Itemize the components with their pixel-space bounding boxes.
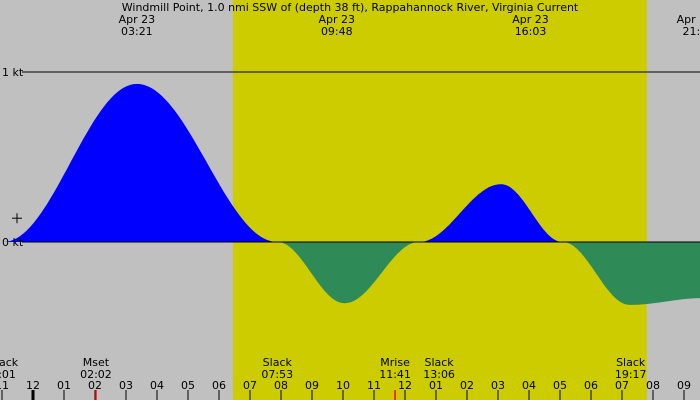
hour-label: 08 bbox=[646, 379, 660, 392]
hour-label: 12 bbox=[26, 379, 40, 392]
extreme-date: Apr 23 bbox=[319, 13, 356, 26]
extreme-time: 03:21 bbox=[121, 25, 153, 38]
extreme-time: 09:48 bbox=[321, 25, 353, 38]
current-areas bbox=[3, 83, 700, 305]
hour-label: 02 bbox=[460, 379, 474, 392]
hour-label: 04 bbox=[522, 379, 536, 392]
event-time: 11:41 bbox=[379, 368, 411, 381]
event-time: 07:53 bbox=[261, 368, 293, 381]
chart-labels: Windmill Point, 1.0 nmi SSW of (depth 38… bbox=[0, 1, 700, 392]
hour-label: 07 bbox=[615, 379, 629, 392]
event-time: 1:01 bbox=[0, 368, 16, 381]
hour-label: 10 bbox=[336, 379, 350, 392]
hour-label: 09 bbox=[677, 379, 691, 392]
event-label: Slack bbox=[616, 356, 646, 369]
hour-label: 01 bbox=[429, 379, 443, 392]
event-label: Slack bbox=[263, 356, 293, 369]
hour-label: 11 bbox=[367, 379, 381, 392]
hour-ticks bbox=[1, 390, 685, 400]
hour-label: 05 bbox=[553, 379, 567, 392]
hour-label: 06 bbox=[212, 379, 226, 392]
event-time: 13:06 bbox=[423, 368, 455, 381]
event-label: Slack bbox=[424, 356, 454, 369]
hour-label: 06 bbox=[584, 379, 598, 392]
flood-area bbox=[421, 184, 565, 242]
hour-label: 07 bbox=[243, 379, 257, 392]
hour-label: 12 bbox=[398, 379, 412, 392]
ebb-area bbox=[279, 242, 421, 304]
ebb-area bbox=[564, 242, 700, 305]
y-axis-label: 1 kt bbox=[2, 66, 24, 79]
hour-label: 04 bbox=[150, 379, 164, 392]
event-time: 02:02 bbox=[80, 368, 112, 381]
hour-label: 05 bbox=[181, 379, 195, 392]
extreme-time: 16:03 bbox=[515, 25, 547, 38]
daylight-band bbox=[232, 0, 647, 400]
hour-label: 01 bbox=[57, 379, 71, 392]
hour-label: 02 bbox=[88, 379, 102, 392]
y-axis-label: 0 kt bbox=[2, 236, 24, 249]
extreme-time: 21:2 bbox=[682, 25, 700, 38]
hour-label: 09 bbox=[305, 379, 319, 392]
chart-title: Windmill Point, 1.0 nmi SSW of (depth 38… bbox=[122, 1, 579, 14]
daylight-bands bbox=[232, 0, 647, 400]
hour-label: 03 bbox=[491, 379, 505, 392]
hour-label: 08 bbox=[274, 379, 288, 392]
extreme-date: Apr 23 bbox=[119, 13, 156, 26]
reference-lines bbox=[12, 71, 700, 243]
flood-area bbox=[3, 83, 279, 243]
event-time: 19:17 bbox=[615, 368, 647, 381]
extreme-date: Apr 23 bbox=[677, 13, 700, 26]
event-label: Mset bbox=[83, 356, 110, 369]
extreme-date: Apr 23 bbox=[512, 13, 549, 26]
event-label: Mrise bbox=[380, 356, 410, 369]
hour-label: 11 bbox=[0, 379, 9, 392]
hour-label: 03 bbox=[119, 379, 133, 392]
event-label: Slack bbox=[0, 356, 19, 369]
